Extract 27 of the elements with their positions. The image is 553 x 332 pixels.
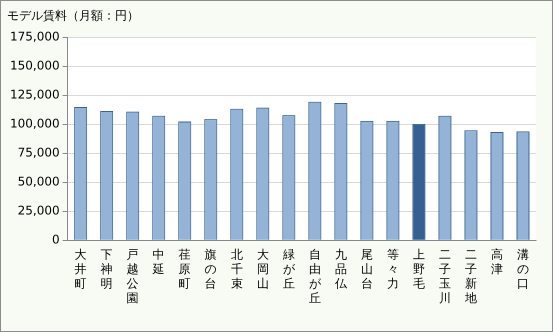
x-tick-label: 緑が丘 [282, 248, 296, 291]
x-tick-label: 荏原町 [178, 248, 191, 291]
x-tick-label: 二子新地 [464, 248, 477, 305]
x-tick-label: 尾山台 [360, 248, 373, 291]
x-tick-label: 等々力 [386, 248, 399, 291]
y-tick-label: 150,000 [10, 58, 60, 73]
x-tick-label: 大井町 [74, 248, 87, 291]
y-tick-label: 100,000 [10, 116, 60, 131]
x-tick-label: 戸越公園 [126, 248, 139, 305]
x-tick-label: 二子玉川 [438, 248, 451, 305]
y-tick-label: 0 [52, 232, 60, 247]
x-tick-label: 高津 [490, 248, 503, 276]
y-tick-label: 75,000 [18, 146, 60, 160]
x-tick-label: 九品仏 [334, 248, 348, 291]
chart-title: モデル賃料（月額：円） [7, 8, 139, 22]
y-tick-label: 125,000 [10, 88, 60, 102]
x-tick-label: 上野毛 [412, 248, 425, 291]
y-tick-label: 175,000 [10, 30, 60, 44]
x-tick-label: 下神明 [100, 248, 113, 291]
x-tick-label: 中延 [152, 248, 165, 276]
x-tick-label: 自由が丘 [308, 248, 322, 305]
x-tick-label: 大岡山 [256, 248, 269, 291]
y-tick-label: 25,000 [18, 204, 60, 218]
x-tick-label: 北千束 [230, 248, 243, 291]
x-tick-label: 旗の台 [204, 248, 217, 291]
y-tick-label: 50,000 [18, 174, 60, 189]
x-tick-label: 溝の口 [516, 248, 529, 291]
